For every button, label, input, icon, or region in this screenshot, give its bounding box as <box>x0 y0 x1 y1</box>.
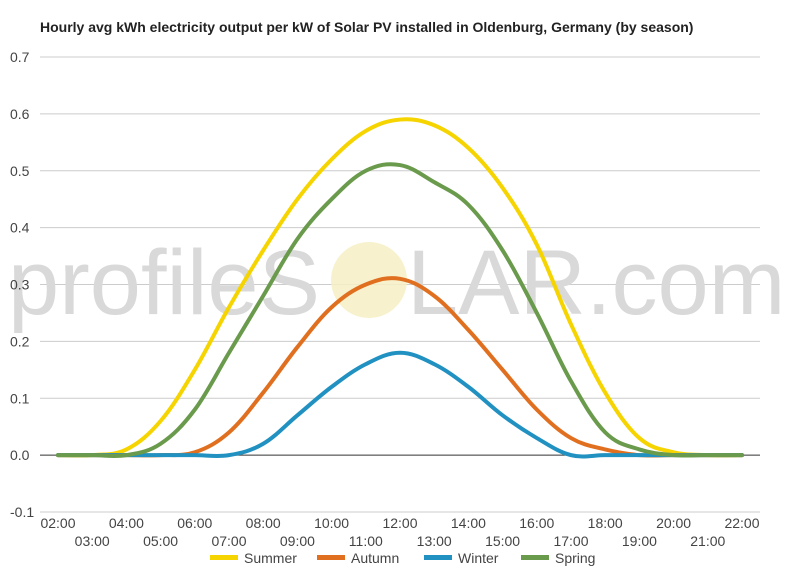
legend: Summer Autumn Winter Spring <box>210 550 595 566</box>
legend-swatch-autumn <box>317 555 345 560</box>
x-tick-label: 02:00 <box>40 515 75 531</box>
legend-swatch-spring <box>521 555 549 560</box>
legend-label-autumn: Autumn <box>351 550 399 566</box>
legend-label-winter: Winter <box>458 550 499 566</box>
y-tick-label: 0.5 <box>10 163 30 179</box>
series-line-winter <box>56 350 744 459</box>
x-tick-label: 04:00 <box>109 515 144 531</box>
x-tick-label: 09:00 <box>280 533 315 549</box>
y-tick-label: 0.1 <box>10 390 30 406</box>
watermark: profileS LAR.com <box>8 232 785 334</box>
y-axis: 0.7 0.6 0.5 0.4 0.3 0.2 0.1 0.0 -0.1 <box>10 49 34 520</box>
x-tick-label: 21:00 <box>690 533 725 549</box>
legend-label-spring: Spring <box>555 550 595 566</box>
series-line-spring <box>56 162 744 459</box>
x-tick-label: 16:00 <box>519 515 554 531</box>
series-lines <box>56 117 744 459</box>
chart-title: Hourly avg kWh electricity output per kW… <box>40 19 694 35</box>
y-tick-label: 0.7 <box>10 49 30 65</box>
x-tick-label: 14:00 <box>451 515 486 531</box>
y-tick-label: 0.2 <box>10 333 30 349</box>
x-tick-label: 19:00 <box>622 533 657 549</box>
x-tick-label: 18:00 <box>588 515 623 531</box>
legend-label-summer: Summer <box>244 550 297 566</box>
y-tick-label: 0.6 <box>10 106 30 122</box>
x-tick-label: 17:00 <box>553 533 588 549</box>
x-tick-label: 07:00 <box>211 533 246 549</box>
x-tick-label: 20:00 <box>656 515 691 531</box>
watermark-sun-icon <box>331 242 407 318</box>
x-tick-label: 06:00 <box>177 515 212 531</box>
y-tick-label: 0.3 <box>10 277 30 293</box>
x-tick-label: 05:00 <box>143 533 178 549</box>
x-tick-label: 08:00 <box>246 515 281 531</box>
x-tick-label: 22:00 <box>724 515 759 531</box>
x-tick-label: 12:00 <box>382 515 417 531</box>
watermark-text-right: LAR.com <box>407 232 785 334</box>
y-tick-label: -0.1 <box>10 504 34 520</box>
x-tick-label: 13:00 <box>417 533 452 549</box>
x-tick-label: 03:00 <box>75 533 110 549</box>
legend-swatch-winter <box>424 555 452 560</box>
x-tick-label: 15:00 <box>485 533 520 549</box>
x-tick-label: 11:00 <box>349 533 383 549</box>
y-tick-label: 0.4 <box>10 220 30 236</box>
x-tick-label: 10:00 <box>314 515 349 531</box>
y-tick-label: 0.0 <box>10 447 30 463</box>
legend-swatch-summer <box>210 555 238 560</box>
watermark-text-left: profileS <box>8 232 320 334</box>
series-line-summer <box>56 117 744 458</box>
